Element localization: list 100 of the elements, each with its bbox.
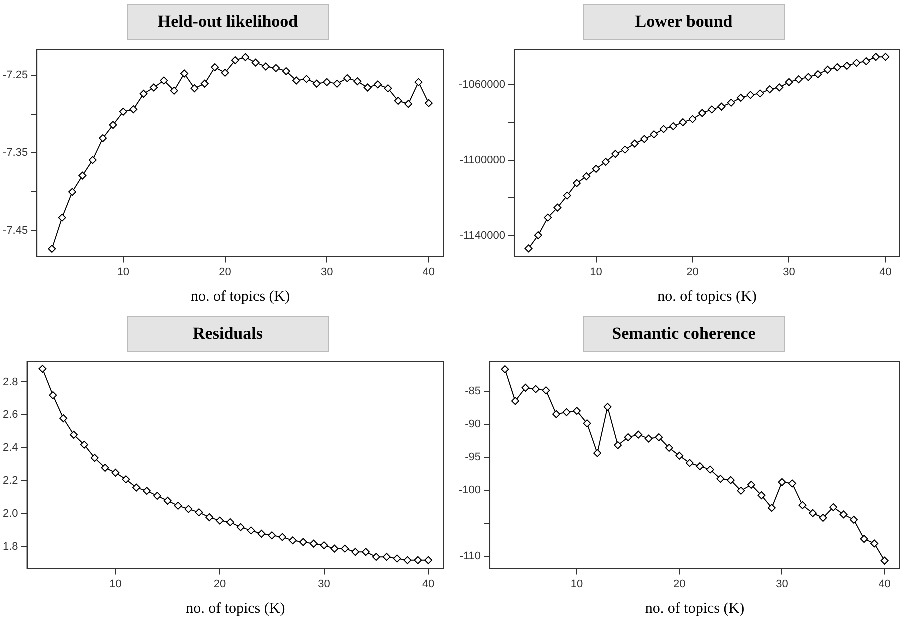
y-tick-label: -85: [465, 385, 482, 398]
point: [362, 548, 370, 556]
point: [252, 58, 260, 67]
chart-title: Lower bound: [583, 4, 785, 40]
point: [686, 459, 694, 468]
point: [544, 214, 552, 222]
point: [660, 125, 668, 134]
point: [330, 544, 339, 553]
point: [563, 192, 572, 200]
point: [630, 140, 639, 148]
point: [68, 188, 77, 196]
point: [132, 484, 141, 492]
x-tick-label: 10: [570, 578, 584, 590]
point: [354, 78, 362, 86]
y-tick-label: 2.6: [2, 409, 18, 422]
x-tick-label: 20: [673, 578, 686, 590]
point: [573, 407, 582, 416]
x-tick-label: 40: [422, 578, 435, 590]
point: [650, 130, 658, 139]
point: [756, 90, 764, 98]
point: [776, 84, 784, 92]
x-tick-label: 20: [219, 266, 232, 278]
point: [190, 84, 199, 93]
point: [170, 86, 178, 95]
point: [665, 444, 674, 452]
point: [824, 66, 832, 74]
point: [872, 53, 880, 62]
x-axis-title: no. of topics (K): [645, 600, 745, 617]
y-tick-label: -7.45: [2, 225, 28, 238]
point: [160, 76, 168, 85]
point: [718, 102, 726, 111]
point: [206, 513, 214, 522]
point: [262, 62, 270, 71]
point: [706, 466, 714, 474]
y-tick-label: -100: [458, 484, 482, 496]
point: [798, 501, 807, 510]
point: [211, 64, 220, 72]
point: [880, 556, 889, 565]
point: [727, 98, 736, 107]
point: [180, 70, 189, 78]
x-tick-label: 30: [320, 266, 334, 278]
point: [299, 538, 308, 546]
x-tick-label: 40: [422, 266, 436, 278]
point: [88, 156, 97, 164]
point: [414, 78, 423, 86]
point: [60, 414, 68, 423]
point: [268, 532, 276, 540]
x-tick-label: 20: [686, 266, 699, 278]
point: [404, 556, 412, 564]
point: [216, 516, 224, 525]
point: [778, 478, 786, 486]
point: [320, 542, 328, 550]
point: [716, 475, 725, 484]
point: [323, 78, 332, 86]
x-tick-label: 30: [776, 578, 788, 590]
point: [143, 487, 152, 496]
y-tick-label: -7.25: [2, 69, 28, 82]
point: [164, 497, 172, 505]
point: [594, 449, 602, 458]
point: [644, 434, 653, 443]
point: [153, 492, 162, 500]
point: [226, 518, 234, 526]
point: [282, 67, 290, 76]
point: [231, 56, 240, 65]
point: [38, 365, 47, 374]
point: [860, 535, 868, 544]
point: [808, 509, 817, 518]
x-tick-label: 10: [590, 266, 602, 278]
y-tick-label: -1100000: [460, 154, 506, 167]
y-tick-label: -110: [460, 550, 482, 562]
point: [621, 146, 630, 154]
point: [302, 75, 311, 84]
point: [840, 510, 848, 519]
point: [679, 118, 688, 126]
y-tick-label: 2.8: [2, 376, 18, 388]
x-axis-title: no. of topics (K): [658, 288, 757, 305]
point: [99, 134, 108, 142]
point: [696, 462, 704, 471]
point: [394, 97, 402, 106]
point: [242, 53, 250, 62]
point: [184, 505, 193, 514]
x-tick-label: 30: [783, 266, 796, 278]
point: [333, 80, 342, 88]
point: [119, 108, 128, 116]
point: [80, 440, 88, 449]
point: [341, 544, 350, 553]
point: [573, 179, 582, 188]
point: [726, 476, 735, 484]
point: [624, 433, 632, 442]
point: [372, 553, 380, 562]
point: [312, 80, 321, 88]
point: [130, 106, 138, 114]
point: [788, 480, 796, 488]
point: [634, 430, 643, 439]
point: [122, 476, 130, 484]
point: [843, 62, 852, 70]
point: [640, 135, 649, 144]
point: [833, 63, 842, 72]
x-axis-title: no. of topics (K): [186, 600, 286, 617]
point: [794, 76, 803, 84]
